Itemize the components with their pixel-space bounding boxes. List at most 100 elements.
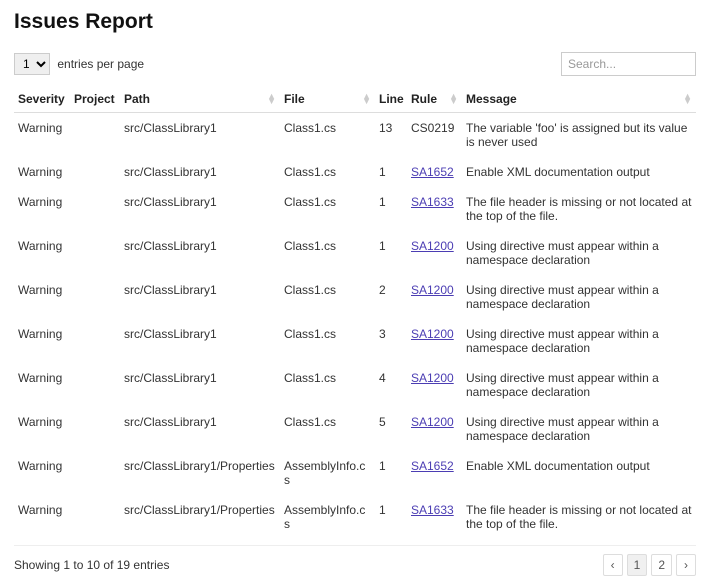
rule-cell: SA1200 <box>407 275 462 319</box>
line-cell: 3 <box>375 319 407 363</box>
table-row: Warning src/ClassLibrary1/PropertiesAssem… <box>14 451 696 495</box>
project-cell <box>70 451 120 495</box>
rule-link[interactable]: SA1652 <box>411 165 454 179</box>
sort-icon: ▲▼ <box>449 94 458 104</box>
col-header-severity[interactable]: Severity <box>14 86 70 113</box>
col-header-file[interactable]: File▲▼ <box>280 86 375 113</box>
col-header-line[interactable]: Line <box>375 86 407 113</box>
project-cell <box>70 407 120 451</box>
severity-cell: Warning <box>14 113 70 158</box>
rule-link[interactable]: SA1200 <box>411 239 454 253</box>
project-cell <box>70 231 120 275</box>
file-cell: Class1.cs <box>280 407 375 451</box>
table-row: Warningsrc/ClassLibrary1Class1.cs1SA1200… <box>14 231 696 275</box>
file-cell: AssemblyInfo.cs <box>280 495 375 539</box>
rule-link[interactable]: SA1633 <box>411 503 454 517</box>
rule-text: CS0219 <box>411 121 454 135</box>
project-cell <box>70 187 120 231</box>
message-cell: Enable XML documentation output <box>462 451 696 495</box>
rule-cell: SA1652 <box>407 451 462 495</box>
line-cell: 1 <box>375 231 407 275</box>
message-cell: Using directive must appear within a nam… <box>462 319 696 363</box>
severity-cell: Warning <box>14 231 70 275</box>
file-cell: Class1.cs <box>280 157 375 187</box>
message-cell: The variable 'foo' is assigned but its v… <box>462 113 696 158</box>
path-cell: src/ClassLibrary1/Properties <box>120 451 280 495</box>
table-row: Warningsrc/ClassLibrary1Class1.cs1SA1633… <box>14 187 696 231</box>
message-cell: The file header is missing or not locate… <box>462 187 696 231</box>
message-cell: The file header is missing or not locate… <box>462 495 696 539</box>
severity-cell: Warning <box>14 451 70 495</box>
col-header-message[interactable]: Message▲▼ <box>462 86 696 113</box>
line-cell: 2 <box>375 275 407 319</box>
rule-link[interactable]: SA1633 <box>411 195 454 209</box>
pager-prev[interactable]: ‹ <box>603 554 623 576</box>
rule-cell: SA1652 <box>407 157 462 187</box>
page-title: Issues Report <box>14 10 696 34</box>
sort-icon: ▲▼ <box>362 94 371 104</box>
table-row: Warning src/ClassLibrary1Class1.cs2 SA1200… <box>14 275 696 319</box>
file-cell: Class1.cs <box>280 113 375 158</box>
rule-link[interactable]: SA1200 <box>411 415 454 429</box>
message-cell: Using directive must appear within a nam… <box>462 231 696 275</box>
file-cell: Class1.cs <box>280 187 375 231</box>
project-cell <box>70 495 120 539</box>
col-header-project[interactable]: Project <box>70 86 120 113</box>
rule-cell: SA1200 <box>407 319 462 363</box>
sort-icon: ▲▼ <box>267 94 276 104</box>
path-cell: src/ClassLibrary1 <box>120 157 280 187</box>
entries-select[interactable]: 10 <box>14 53 50 75</box>
file-cell: Class1.cs <box>280 363 375 407</box>
path-cell: src/ClassLibrary1 <box>120 407 280 451</box>
rule-cell: CS0219 <box>407 113 462 158</box>
project-cell <box>70 113 120 158</box>
rule-cell: SA1200 <box>407 231 462 275</box>
line-cell: 1 <box>375 451 407 495</box>
line-cell: 1 <box>375 495 407 539</box>
pager-page[interactable]: 1 <box>627 554 648 576</box>
line-cell: 5 <box>375 407 407 451</box>
message-cell: Enable XML documentation output <box>462 157 696 187</box>
message-cell: Using directive must appear within a nam… <box>462 363 696 407</box>
project-cell <box>70 319 120 363</box>
table-row: Warningsrc/ClassLibrary1/PropertiesAssem… <box>14 495 696 539</box>
pager-page[interactable]: 2 <box>651 554 672 576</box>
path-cell: src/ClassLibrary1 <box>120 113 280 158</box>
rule-link[interactable]: SA1200 <box>411 371 454 385</box>
severity-cell: Warning <box>14 275 70 319</box>
col-header-rule[interactable]: Rule▲▼ <box>407 86 462 113</box>
message-cell: Using directive must appear within a nam… <box>462 275 696 319</box>
table-row: Warningsrc/ClassLibrary1Class1.cs1SA1652… <box>14 157 696 187</box>
file-cell: Class1.cs <box>280 231 375 275</box>
path-cell: src/ClassLibrary1/Properties <box>120 495 280 539</box>
path-cell: src/ClassLibrary1 <box>120 363 280 407</box>
project-cell <box>70 363 120 407</box>
line-cell: 4 <box>375 363 407 407</box>
search-input[interactable] <box>561 52 696 76</box>
rule-link[interactable]: SA1652 <box>411 459 454 473</box>
file-cell: Class1.cs <box>280 275 375 319</box>
project-cell <box>70 275 120 319</box>
path-cell: src/ClassLibrary1 <box>120 319 280 363</box>
severity-cell: Warning <box>14 187 70 231</box>
path-cell: src/ClassLibrary1 <box>120 187 280 231</box>
table-row: Warningsrc/ClassLibrary1Class1.cs13CS021… <box>14 113 696 158</box>
pager: ‹ 12 › <box>603 554 696 576</box>
table-row: Warning src/ClassLibrary1Class1.cs4 SA1200… <box>14 363 696 407</box>
severity-cell: Warning <box>14 157 70 187</box>
message-cell: Using directive must appear within a nam… <box>462 407 696 451</box>
pager-next[interactable]: › <box>676 554 696 576</box>
issues-table: Severity Project Path▲▼ File▲▼ Line Rule… <box>14 86 696 539</box>
file-cell: Class1.cs <box>280 319 375 363</box>
rule-cell: SA1633 <box>407 495 462 539</box>
table-row: Warning src/ClassLibrary1Class1.cs5 SA1200… <box>14 407 696 451</box>
rule-link[interactable]: SA1200 <box>411 283 454 297</box>
file-cell: AssemblyInfo.cs <box>280 451 375 495</box>
project-cell <box>70 157 120 187</box>
entries-info: Showing 1 to 10 of 19 entries <box>14 558 169 572</box>
path-cell: src/ClassLibrary1 <box>120 275 280 319</box>
severity-cell: Warning <box>14 363 70 407</box>
col-header-path[interactable]: Path▲▼ <box>120 86 280 113</box>
severity-cell: Warning <box>14 407 70 451</box>
rule-link[interactable]: SA1200 <box>411 327 454 341</box>
